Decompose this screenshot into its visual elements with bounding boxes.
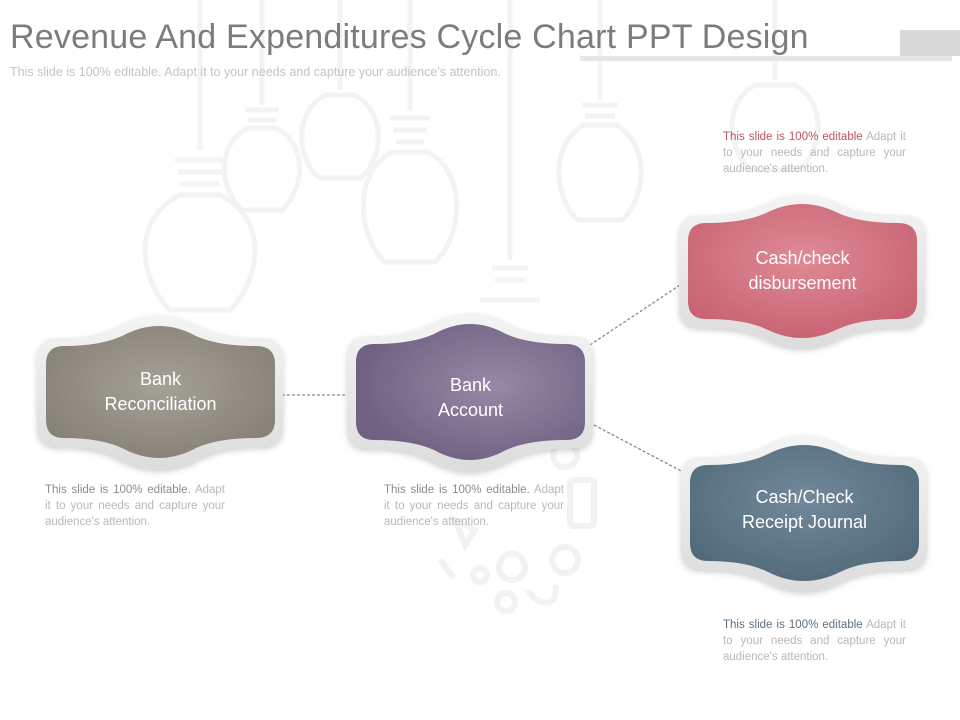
description-bank-reconciliation: This slide is 100% editable. Adapt it to… bbox=[45, 482, 225, 530]
node-cash-check-receipt-journal: Cash/Check Receipt Journal bbox=[690, 464, 919, 556]
description-body: Adapt it to your needs and capture your … bbox=[723, 619, 907, 663]
title-underline bbox=[580, 56, 952, 61]
description-heading: This slide is 100% editable bbox=[723, 619, 863, 631]
node-label-line2: Receipt Journal bbox=[741, 512, 868, 532]
connector-account-disbursement bbox=[589, 284, 681, 346]
node-label-line2: Account bbox=[437, 400, 504, 420]
description-heading: This slide is 100% editable. bbox=[45, 484, 191, 496]
description-body: Adapt it to your needs and capture your … bbox=[384, 484, 565, 528]
node-shape-bank-account bbox=[347, 313, 593, 471]
description-cash-check-receipt-journal: This slide is 100% editable Adapt it to … bbox=[723, 617, 906, 665]
slide-title: Revenue And Expenditures Cycle Chart PPT… bbox=[10, 18, 809, 56]
node-shape-cash-check-receipt-journal bbox=[681, 435, 927, 591]
node-label-line1: Bank bbox=[139, 369, 182, 389]
node-label-line1: Cash/check bbox=[755, 248, 850, 268]
node-cash-check-disbursement: Cash/check disbursement bbox=[688, 225, 917, 317]
slide-subtitle: This slide is 100% editable. Adapt it to… bbox=[10, 65, 501, 79]
connector-account-receipt bbox=[593, 424, 684, 473]
node-bank-reconciliation: Bank Reconciliation bbox=[46, 346, 275, 438]
node-shape-bank-reconciliation bbox=[37, 315, 283, 469]
description-body: Adapt it to your needs and capture your … bbox=[45, 484, 226, 528]
description-heading: This slide is 100% editable bbox=[723, 131, 863, 143]
node-label-line2: Reconciliation bbox=[104, 394, 217, 414]
node-label-line1: Bank bbox=[449, 375, 491, 395]
description-body: Adapt it to your needs and capture your … bbox=[723, 131, 907, 175]
title-accent-bar bbox=[900, 30, 960, 56]
description-bank-account: This slide is 100% editable. Adapt it to… bbox=[384, 482, 564, 530]
node-label-line1: Cash/Check bbox=[755, 487, 854, 507]
node-label-line2: disbursement bbox=[748, 273, 857, 293]
description-heading: This slide is 100% editable. bbox=[384, 484, 530, 496]
node-bank-account: Bank Account bbox=[356, 352, 585, 444]
node-shape-cash-check-disbursement bbox=[679, 194, 925, 348]
description-cash-check-disbursement: This slide is 100% editable Adapt it to … bbox=[723, 129, 906, 177]
